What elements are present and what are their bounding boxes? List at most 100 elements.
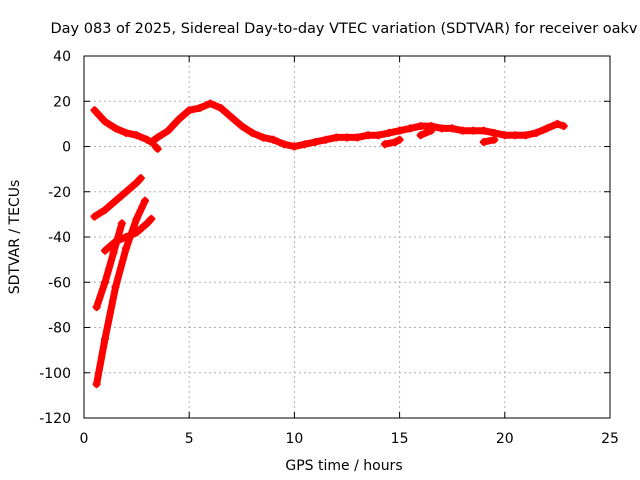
series-line-arc-d xyxy=(93,197,149,388)
data-point-main-25 xyxy=(343,133,351,142)
data-point-main-9 xyxy=(174,115,183,124)
data-point-main-46 xyxy=(559,122,568,131)
series-gap-3 xyxy=(416,126,436,140)
data-point-main-30 xyxy=(395,126,404,135)
data-point-arc-a-2 xyxy=(111,196,120,205)
data-point-main-39 xyxy=(490,128,499,137)
y-tick-label-1: -100 xyxy=(39,366,71,382)
data-point-main-22 xyxy=(311,137,320,146)
data-point-arc-b-5 xyxy=(147,214,156,223)
grid xyxy=(84,56,610,418)
y-tick-label-5: -20 xyxy=(48,185,71,201)
data-point-arc-a-1 xyxy=(101,205,110,214)
x-tick-label-1: 5 xyxy=(185,431,194,447)
data-point-arc-d-3 xyxy=(122,244,131,253)
data-point-main-10 xyxy=(185,106,194,115)
x-tick-label-4: 20 xyxy=(496,431,514,447)
data-point-arc-c-3 xyxy=(117,219,126,228)
data-point-arc-b-0 xyxy=(101,246,110,255)
y-tick-label-0: -120 xyxy=(39,411,71,427)
data-point-arc-d-2 xyxy=(111,282,120,291)
chart-title: Day 083 of 2025, Sidereal Day-to-day VTE… xyxy=(51,21,638,37)
y-tick-label-3: -60 xyxy=(48,275,71,291)
data-point-gap-1-1 xyxy=(153,144,162,153)
data-point-main-23 xyxy=(321,135,330,144)
data-point-main-28 xyxy=(374,131,383,140)
series-arc-c xyxy=(92,219,126,312)
data-point-arc-c-2 xyxy=(109,248,118,257)
data-point-main-3 xyxy=(122,128,131,137)
x-axis-label: GPS time / hours xyxy=(285,458,402,474)
data-point-main-40 xyxy=(500,131,509,140)
y-tick-label-8: 40 xyxy=(53,49,71,65)
data-point-main-32 xyxy=(416,122,425,131)
data-point-main-34 xyxy=(437,124,446,133)
series-line-arc-c xyxy=(93,219,126,311)
data-point-main-26 xyxy=(353,133,362,142)
data-point-arc-d-0 xyxy=(92,380,101,389)
data-point-arc-a-3 xyxy=(122,187,131,196)
x-tick-label-3: 15 xyxy=(391,431,409,447)
data-point-main-36 xyxy=(458,126,467,135)
data-point-main-16 xyxy=(248,128,257,137)
data-point-main-27 xyxy=(364,131,373,140)
y-tick-label-4: -40 xyxy=(48,230,71,246)
data-point-arc-a-0 xyxy=(90,212,99,221)
data-point-main-0 xyxy=(90,106,99,115)
x-tick-label-0: 0 xyxy=(80,431,89,447)
x-tick-label-5: 25 xyxy=(601,431,619,447)
data-point-gap-2-1 xyxy=(391,137,400,146)
data-point-main-17 xyxy=(258,133,267,142)
data-point-gap-4-1 xyxy=(490,135,499,144)
data-point-main-11 xyxy=(195,104,204,113)
data-point-main-19 xyxy=(279,140,288,149)
axis-ticks: 0 5 10 15 20 25 -120 -100 -80 -60 -40 -20 0 20 40 xyxy=(39,49,619,447)
data-point-arc-a-5 xyxy=(136,174,145,183)
data-point-main-15 xyxy=(237,122,246,131)
data-point-main-35 xyxy=(448,124,457,133)
data-point-main-2 xyxy=(111,124,120,133)
y-tick-label-6: 0 xyxy=(62,140,71,156)
data-point-arc-d-5 xyxy=(141,196,150,205)
data-point-main-20 xyxy=(290,142,299,151)
series-gap-1 xyxy=(151,142,162,153)
data-point-main-21 xyxy=(300,140,309,149)
y-tick-label-7: 20 xyxy=(53,94,71,110)
data-point-main-8 xyxy=(164,126,173,135)
data-point-main-31 xyxy=(406,124,415,133)
data-point-arc-c-1 xyxy=(101,278,110,287)
data-point-main-29 xyxy=(385,128,394,137)
data-point-main-38 xyxy=(479,126,488,135)
data-point-main-41 xyxy=(511,131,520,140)
data-point-main-1 xyxy=(101,117,110,126)
series-arc-a xyxy=(90,174,145,221)
data-point-main-43 xyxy=(532,128,541,137)
data-point-arc-d-4 xyxy=(132,214,141,223)
data-point-arc-a-4 xyxy=(132,178,141,187)
data-point-main-12 xyxy=(206,99,215,108)
series-main xyxy=(90,99,568,151)
data-point-main-45 xyxy=(553,119,562,128)
data-point-main-5 xyxy=(143,135,152,144)
data-point-gap-4-0 xyxy=(479,137,488,146)
data-point-gap-3-1 xyxy=(427,126,436,135)
data-series xyxy=(90,99,568,389)
data-point-gap-2-2 xyxy=(395,135,404,144)
data-point-gap-3-0 xyxy=(416,131,425,140)
plot-frame xyxy=(83,55,611,419)
data-point-main-6 xyxy=(147,137,156,146)
data-point-arc-b-4 xyxy=(143,219,152,228)
series-gap-2 xyxy=(380,135,404,149)
data-point-main-42 xyxy=(521,131,530,140)
y-axis-label: SDTVAR / TECUs xyxy=(7,180,23,295)
data-point-main-4 xyxy=(132,131,141,140)
data-point-main-18 xyxy=(269,135,278,144)
y-tick-label-2: -80 xyxy=(48,321,71,337)
data-point-main-7 xyxy=(153,133,162,142)
data-point-main-24 xyxy=(332,133,341,142)
series-gap-4 xyxy=(479,135,499,146)
data-point-arc-d-1 xyxy=(101,334,110,343)
data-point-main-37 xyxy=(469,126,478,135)
x-tick-label-2: 10 xyxy=(285,431,303,447)
